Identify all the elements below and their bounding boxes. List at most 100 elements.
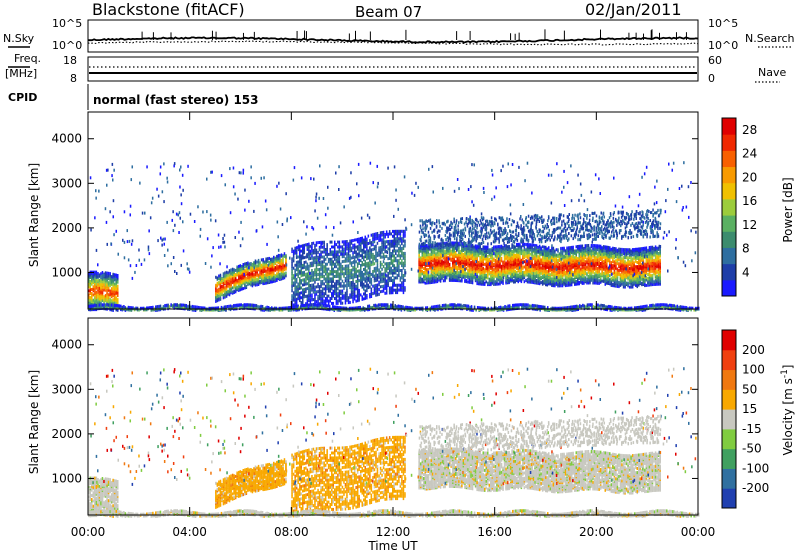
power-cell	[558, 273, 561, 277]
power-cell	[350, 239, 353, 243]
power-cell	[291, 259, 293, 263]
power-cell	[312, 285, 315, 289]
power-cell	[329, 297, 332, 300]
power-cell	[476, 244, 478, 248]
power-cell	[388, 286, 391, 290]
power-cell	[402, 232, 405, 236]
power-cell	[315, 251, 318, 255]
power-cell	[335, 275, 338, 278]
power-cell	[299, 286, 301, 290]
power-cell	[315, 273, 318, 277]
power-cell	[543, 252, 546, 256]
power-cell	[312, 271, 315, 275]
power-cell	[315, 275, 318, 279]
power-cell	[577, 245, 579, 248]
power-cell	[480, 247, 483, 251]
power-cell	[309, 298, 312, 302]
power-cell	[375, 254, 377, 258]
power-cell	[529, 243, 532, 247]
power-cell	[318, 245, 321, 249]
power-cell	[399, 239, 402, 243]
power-cell	[254, 259, 257, 263]
power-cell	[300, 274, 303, 278]
power-cell	[315, 270, 318, 274]
power-cell	[291, 281, 293, 285]
power-cell	[277, 265, 280, 269]
power-cell	[395, 229, 397, 233]
power-cell	[364, 235, 367, 239]
power-cell	[352, 256, 354, 260]
power-cell	[577, 269, 579, 273]
power-cell	[326, 250, 328, 254]
power-cell	[308, 281, 310, 285]
power-cell	[270, 280, 272, 284]
power-cell	[324, 279, 327, 283]
power-cell	[303, 280, 306, 284]
power-cell	[361, 241, 364, 245]
power-cell	[302, 256, 304, 260]
power-cell	[311, 254, 313, 258]
power-cell	[367, 234, 370, 238]
power-cell	[551, 246, 553, 250]
power-cell	[326, 272, 328, 276]
power-cell	[444, 260, 446, 264]
power-cell	[513, 253, 515, 257]
power-cell	[396, 269, 399, 272]
power-cell	[239, 268, 242, 272]
power-cell	[355, 280, 357, 283]
power-cell	[580, 267, 582, 271]
power-cell	[423, 252, 425, 256]
power-cell	[107, 274, 110, 278]
power-cell	[218, 281, 220, 285]
power-cell	[505, 273, 507, 277]
power-cell	[300, 303, 303, 307]
power-cell	[385, 286, 388, 290]
power-cell	[306, 272, 309, 276]
power-cell	[341, 291, 344, 295]
power-cell	[534, 272, 536, 275]
power-cell	[373, 232, 376, 236]
power-cell	[347, 247, 350, 251]
power-cell	[292, 274, 295, 278]
power-cell	[396, 237, 399, 241]
power-cell	[294, 283, 296, 287]
power-cell	[404, 269, 406, 272]
power-cell	[308, 294, 310, 298]
power-cell	[373, 276, 376, 280]
power-cell	[323, 260, 325, 264]
power-cell	[314, 293, 316, 296]
power-cell	[100, 278, 102, 282]
power-cell	[107, 293, 110, 297]
power-cell	[312, 290, 315, 294]
power-cell	[320, 260, 322, 264]
power-cell	[455, 270, 457, 274]
power-cell	[503, 247, 506, 250]
power-cell	[484, 273, 486, 277]
power-cell	[555, 264, 558, 268]
power-cell	[332, 255, 335, 259]
power-cell	[366, 281, 368, 285]
power-cell	[404, 251, 406, 255]
power-cell	[456, 275, 459, 279]
power-cell	[393, 276, 396, 280]
power-cell	[225, 273, 228, 277]
power-cell	[352, 273, 354, 277]
power-cell	[496, 260, 498, 263]
power-cell	[355, 294, 357, 298]
power-cell	[109, 292, 111, 296]
power-cell	[402, 264, 405, 268]
power-cell	[500, 259, 503, 263]
power-cell	[378, 275, 380, 279]
power-cell	[467, 249, 469, 253]
power-cell	[331, 301, 333, 305]
power-cell	[376, 259, 379, 262]
power-cell	[363, 255, 365, 259]
power-cell	[363, 282, 365, 286]
power-cell	[349, 254, 351, 258]
power-cell	[514, 259, 517, 262]
power-cell	[503, 257, 506, 261]
power-cell	[344, 279, 347, 283]
power-cell	[343, 267, 345, 271]
power-cell	[545, 249, 547, 253]
power-cell	[546, 254, 549, 258]
